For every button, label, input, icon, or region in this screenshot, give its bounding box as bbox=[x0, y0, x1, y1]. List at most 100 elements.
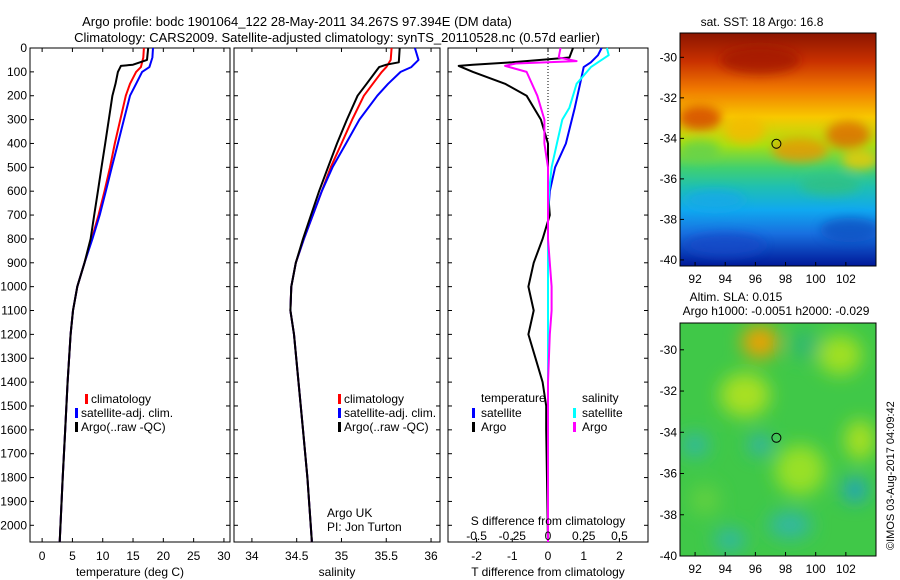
depth-tick-label: 1100 bbox=[1, 304, 27, 318]
depth-tick-label: 1400 bbox=[0, 375, 27, 389]
lon-tick-label: 96 bbox=[749, 272, 763, 286]
legend-label-s-satellite: satellite bbox=[582, 406, 623, 420]
depth-axis-ticks bbox=[448, 47, 648, 526]
salinity-legend: climatology satellite-adj. clim. Argo(..… bbox=[338, 392, 436, 434]
series-line-satellite-adj-clim bbox=[58, 47, 154, 543]
depth-tick-label: 900 bbox=[7, 256, 27, 270]
lon-tick-label: 94 bbox=[719, 562, 733, 576]
legend-label-argo: Argo(..raw -QC) bbox=[344, 420, 429, 434]
x-tick-label: 10 bbox=[96, 549, 110, 563]
lon-tick-label: 98 bbox=[779, 562, 793, 576]
argo-pi: PI: Jon Turton bbox=[327, 520, 402, 534]
lat-tick-label: -32 bbox=[660, 91, 678, 105]
depth-tick-label: 1700 bbox=[0, 447, 27, 461]
legend-swatch-argo bbox=[338, 422, 341, 432]
lon-tick-label: 98 bbox=[779, 272, 793, 286]
x-tick-label: 34 bbox=[245, 549, 259, 563]
salinity-plot-frame bbox=[233, 47, 441, 543]
depth-tick-label: 200 bbox=[7, 89, 27, 103]
lon-tick-label: 100 bbox=[806, 562, 826, 576]
sst-map-frame bbox=[679, 32, 877, 267]
series-line-temperature-argo bbox=[457, 47, 574, 543]
legend-swatch-s-satellite bbox=[573, 408, 576, 418]
s-tick-label: 0.5 bbox=[611, 529, 628, 543]
s-tick-label: -0.25 bbox=[499, 529, 527, 543]
depth-tick-label: 1000 bbox=[0, 280, 27, 294]
sst-heatmap bbox=[680, 33, 876, 266]
difference-legend: temperature salinity satellite Argo sate… bbox=[472, 391, 623, 434]
x-tick-label: 15 bbox=[126, 549, 140, 563]
s-difference-ticklabels: -0.5 -0.25 0 0.25 0.5 bbox=[466, 529, 628, 543]
lat-tick-label: -40 bbox=[660, 549, 678, 563]
lat-tick-label: -40 bbox=[660, 253, 678, 267]
lat-tick-label: -36 bbox=[660, 172, 678, 186]
x-tick-label: 2 bbox=[616, 549, 623, 563]
depth-axis-ticks bbox=[234, 47, 440, 526]
figure-title-line1: Argo profile: bodc 1901064_122 28-May-20… bbox=[82, 14, 512, 29]
salinity-lines bbox=[289, 47, 420, 543]
x-tick-label: 30 bbox=[217, 549, 231, 563]
argo-institution: Argo UK bbox=[327, 506, 372, 520]
depth-tick-label: 0 bbox=[20, 41, 27, 55]
s-tick-label: -0.5 bbox=[466, 529, 487, 543]
lon-tick-label: 92 bbox=[688, 562, 702, 576]
depth-tick-label: 1900 bbox=[0, 494, 27, 508]
depth-tick-label: 1500 bbox=[0, 399, 27, 413]
sla-map-frame bbox=[679, 322, 877, 557]
depth-tick-label: 300 bbox=[7, 113, 27, 127]
lat-tick-label: -30 bbox=[660, 343, 678, 357]
legend-swatch-t-satellite bbox=[472, 408, 475, 418]
legend-label-t-argo: Argo bbox=[481, 420, 507, 434]
x-tick-label: 0 bbox=[39, 549, 46, 563]
lon-tick-label: 102 bbox=[836, 272, 856, 286]
legend-label-t-satellite: satellite bbox=[481, 406, 522, 420]
legend-label-climatology: climatology bbox=[91, 392, 151, 406]
salinity-axis: 34 34.5 35 35.5 36 bbox=[245, 48, 438, 563]
lon-tick-label: 100 bbox=[806, 272, 826, 286]
depth-tick-label: 2000 bbox=[0, 518, 27, 532]
depth-tick-label: 1600 bbox=[0, 423, 27, 437]
argo-location-marker bbox=[771, 138, 782, 149]
legend-header-temperature: temperature bbox=[481, 391, 546, 405]
lat-tick-label: -36 bbox=[660, 467, 678, 481]
x-tick-label: 35.5 bbox=[375, 549, 399, 563]
difference-profile-panel: -2 -1 0 1 2 temperature salinity satellite A… bbox=[447, 47, 649, 579]
temperature-xlabel: temperature (deg C) bbox=[76, 565, 184, 579]
series-line-salinity-satellite bbox=[547, 47, 610, 542]
depth-axis: 0 100 200 300 400 500 600 700 800 900 1000 1100 1200… bbox=[0, 41, 230, 532]
sst-map-axes: 92 94 96 98 100 102 -30 -32 -34 -36 -38 -40 bbox=[660, 50, 857, 286]
x-tick-label: -2 bbox=[471, 549, 482, 563]
x-tick-label: 36 bbox=[424, 549, 438, 563]
legend-swatch-t-argo bbox=[472, 422, 475, 432]
depth-tick-label: 800 bbox=[7, 232, 27, 246]
legend-label-satellite: satellite-adj. clim. bbox=[81, 406, 173, 420]
series-line-temperature-satellite bbox=[547, 47, 603, 542]
series-line-salinity-argo bbox=[504, 47, 578, 542]
depth-tick-label: 500 bbox=[7, 160, 27, 174]
legend-swatch-satellite bbox=[338, 408, 341, 418]
depth-tick-label: 400 bbox=[7, 136, 27, 150]
s-tick-label: 0 bbox=[545, 529, 552, 543]
legend-label-argo: Argo(..raw -QC) bbox=[81, 420, 166, 434]
temperature-legend: climatology satellite-adj. clim. Argo(..… bbox=[75, 392, 173, 434]
lat-tick-label: -34 bbox=[660, 131, 678, 145]
series-line-climatology bbox=[58, 47, 145, 543]
salinity-profile-panel: 34 34.5 35 35.5 36 climatology satellite-adj… bbox=[233, 47, 441, 579]
legend-header-salinity: salinity bbox=[582, 391, 619, 405]
salinity-xlabel: salinity bbox=[319, 565, 356, 579]
sla-map-axes: 92 94 96 98 100 102 -30 -32 -34 -36 -38 -40 bbox=[660, 343, 857, 576]
lat-tick-label: -38 bbox=[660, 212, 678, 226]
temperature-profile-panel: 0100200300400500600700800900100011001200… bbox=[0, 41, 231, 579]
depth-tick-label: 1300 bbox=[0, 351, 27, 365]
series-line-argo-raw-qc bbox=[58, 47, 150, 543]
argo-location-marker bbox=[771, 432, 782, 443]
lon-tick-label: 96 bbox=[749, 562, 763, 576]
legend-label-climatology: climatology bbox=[344, 392, 404, 406]
temperature-plot-frame bbox=[29, 47, 231, 543]
sst-map-panel: sat. SST: 18 Argo: 16.8 92 94 96 98 100 102 -3… bbox=[660, 15, 877, 286]
lon-tick-label: 92 bbox=[688, 272, 702, 286]
x-tick-label: 1 bbox=[580, 549, 587, 563]
lat-tick-label: -32 bbox=[660, 384, 678, 398]
x-tick-label: 0 bbox=[545, 549, 552, 563]
